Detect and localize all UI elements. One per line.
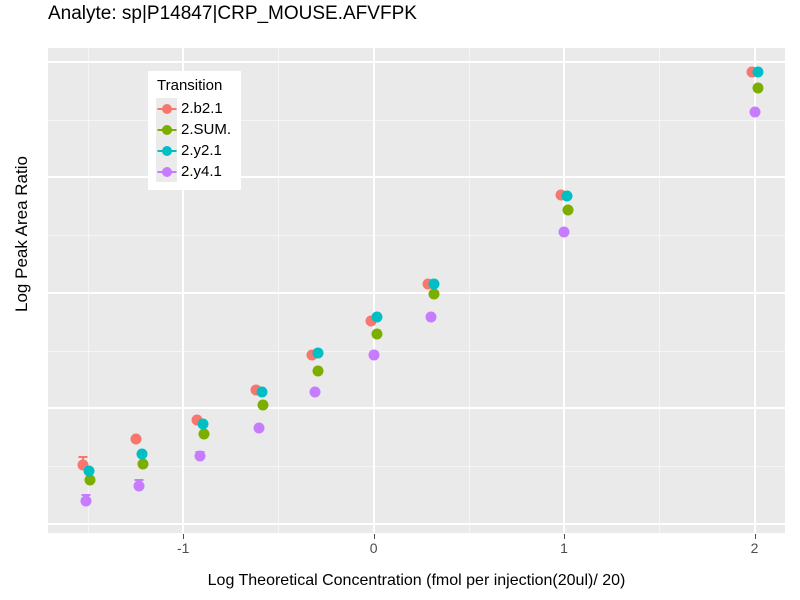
gridline-major-vertical (372, 48, 375, 533)
legend-item-label: 2.SUM. (181, 121, 232, 138)
gridline-major-horizontal (48, 176, 785, 179)
error-bar (134, 478, 144, 481)
gridline-minor-vertical (87, 48, 89, 533)
data-point (133, 480, 145, 492)
data-point (428, 288, 440, 300)
legend: Transition 2.b2.1 2.SUM. 2.y2.1 2.y4.1 (148, 71, 242, 190)
legend-swatch-icon (156, 161, 177, 182)
legend-swatch-icon (156, 98, 177, 119)
gridline-minor-vertical (659, 48, 661, 533)
data-point (371, 311, 383, 323)
gridline-minor-vertical (468, 48, 470, 533)
data-point (312, 365, 324, 377)
data-point (77, 459, 89, 471)
data-point (257, 399, 269, 411)
gridline-minor-horizontal (48, 350, 785, 352)
x-axis-tick-mark (373, 534, 375, 539)
data-point (306, 349, 318, 361)
data-point (136, 448, 148, 460)
x-axis-tick-label: 0 (369, 540, 378, 556)
gridline-major-horizontal (48, 407, 785, 410)
data-point (83, 465, 95, 477)
page-title: Analyte: sp|P14847|CRP_MOUSE.AFVFPK (48, 3, 417, 24)
legend-item-2-b2-1[interactable]: 2.b2.1 (156, 98, 231, 119)
data-point (137, 458, 149, 470)
legend-swatch-icon (156, 140, 177, 161)
x-axis-tick-mark (564, 534, 566, 539)
data-point (191, 414, 203, 426)
x-axis-label: Log Theoretical Concentration (fmol per … (207, 572, 626, 589)
data-point (130, 433, 142, 445)
data-point (561, 190, 573, 202)
data-point (428, 278, 440, 290)
legend-item-label: 2.b2.1 (181, 100, 223, 117)
data-point (312, 347, 324, 359)
gridline-minor-vertical (278, 48, 280, 533)
data-point (198, 428, 210, 440)
legend-item-label: 2.y2.1 (181, 142, 222, 159)
data-point (250, 384, 262, 396)
x-axis-tick-mark (183, 534, 185, 539)
data-point (368, 349, 380, 361)
gridline-major-vertical (753, 48, 756, 533)
data-point (749, 106, 761, 117)
data-point (752, 66, 764, 78)
data-point (752, 82, 764, 94)
gridline-major-horizontal (48, 60, 785, 63)
data-point (562, 204, 574, 216)
gridline-major-vertical (182, 48, 185, 533)
data-point (558, 226, 570, 238)
gridline-major-vertical (563, 48, 566, 533)
gridline-minor-horizontal (48, 466, 785, 468)
data-point (194, 450, 206, 462)
legend-items: 2.b2.1 2.SUM. 2.y2.1 2.y4.1 (156, 98, 231, 182)
x-axis-tick-label: 1 (560, 540, 568, 556)
legend-title: Transition (157, 77, 223, 94)
gridline-minor-horizontal (48, 235, 785, 237)
data-point (80, 495, 92, 507)
data-point (746, 66, 758, 78)
data-point (253, 422, 265, 434)
data-point (256, 386, 268, 398)
data-point (422, 278, 434, 290)
data-point (425, 311, 437, 323)
data-point (84, 474, 96, 486)
legend-swatch-icon (156, 119, 177, 140)
data-point (371, 328, 383, 340)
x-axis-tick-label: -1 (176, 540, 190, 556)
legend-item-label: 2.y4.1 (181, 163, 222, 180)
x-axis-tick-label: 2 (750, 540, 759, 556)
legend-item-2-y4-1[interactable]: 2.y4.1 (156, 161, 231, 182)
gridline-major-horizontal (48, 522, 785, 525)
data-point (555, 189, 567, 201)
legend-item-2-y2-1[interactable]: 2.y2.1 (156, 140, 231, 161)
x-axis-tick-mark (754, 534, 756, 539)
legend-item-2-sum-[interactable]: 2.SUM. (156, 119, 231, 140)
gridline-minor-horizontal (48, 119, 785, 121)
data-point (309, 386, 321, 398)
y-axis-label: Log Peak Area Ratio (12, 156, 31, 312)
data-point (197, 418, 209, 430)
data-point (365, 315, 377, 327)
gridline-major-horizontal (48, 291, 785, 294)
